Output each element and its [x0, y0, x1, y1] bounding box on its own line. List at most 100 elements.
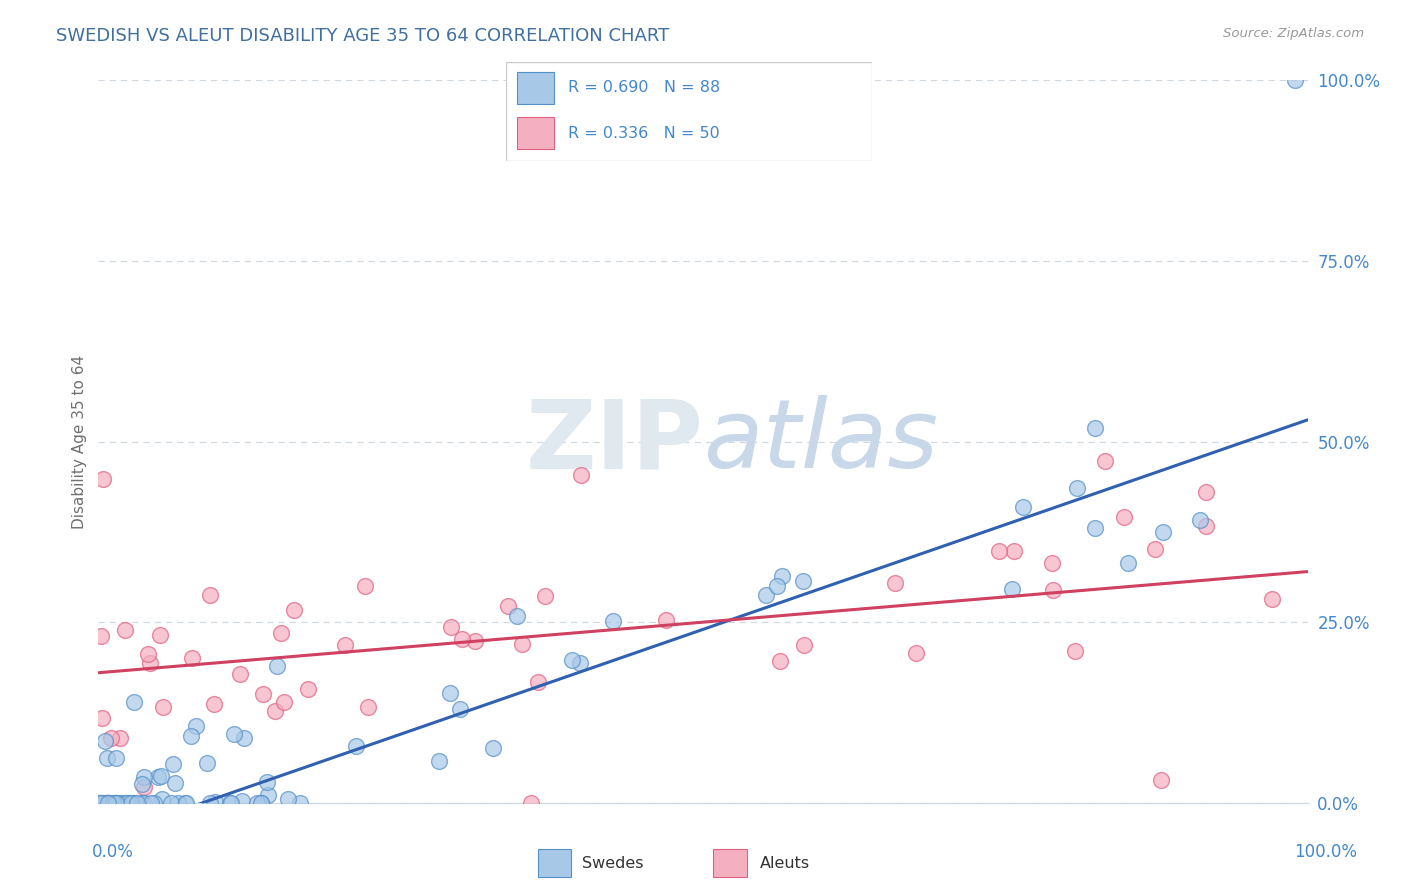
Text: atlas: atlas: [703, 395, 938, 488]
Point: [104, 796, 127, 810]
Point: [93, 734, 115, 748]
Y-axis label: Disability Age 35 to 64: Disability Age 35 to 64: [72, 354, 87, 529]
Point: [105, 796, 128, 810]
Point: [792, 574, 814, 589]
Point: [769, 654, 792, 668]
Point: [229, 667, 252, 681]
Point: [139, 656, 162, 670]
Point: [180, 650, 202, 665]
Point: [167, 796, 190, 810]
Point: [131, 796, 153, 810]
Point: [98, 796, 121, 810]
Point: [90, 629, 112, 643]
Text: Source: ZipAtlas.com: Source: ZipAtlas.com: [1223, 27, 1364, 40]
Point: [427, 754, 450, 768]
Point: [263, 704, 285, 718]
Point: [793, 638, 815, 652]
Point: [231, 794, 253, 808]
Point: [143, 796, 166, 810]
Point: [117, 796, 139, 810]
Point: [184, 719, 207, 733]
Point: [1143, 542, 1166, 557]
Point: [94, 796, 117, 810]
Point: [277, 791, 299, 805]
Point: [249, 796, 271, 810]
Point: [91, 472, 114, 486]
Point: [134, 770, 156, 784]
Point: [114, 796, 136, 810]
Point: [233, 731, 256, 745]
Point: [97, 796, 120, 810]
Point: [204, 796, 226, 810]
Point: [333, 638, 356, 652]
Text: 100.0%: 100.0%: [1294, 843, 1357, 861]
Point: [202, 697, 225, 711]
FancyBboxPatch shape: [506, 62, 872, 161]
Point: [132, 796, 155, 810]
Point: [90, 796, 112, 810]
Point: [1112, 510, 1135, 524]
Point: [252, 687, 274, 701]
Point: [1195, 485, 1218, 500]
Point: [100, 731, 122, 746]
Point: [159, 796, 181, 810]
Point: [273, 695, 295, 709]
Point: [195, 756, 218, 771]
Point: [96, 751, 118, 765]
Point: [122, 796, 145, 810]
Point: [125, 796, 148, 810]
FancyBboxPatch shape: [517, 118, 554, 149]
Point: [904, 646, 927, 660]
Point: [132, 796, 155, 810]
Point: [165, 775, 187, 789]
Point: [97, 796, 120, 810]
Point: [250, 796, 273, 810]
Point: [1000, 582, 1022, 597]
Point: [987, 543, 1010, 558]
Point: [90, 796, 112, 810]
Point: [162, 757, 184, 772]
Point: [96, 796, 118, 810]
Text: SWEDISH VS ALEUT DISABILITY AGE 35 TO 64 CORRELATION CHART: SWEDISH VS ALEUT DISABILITY AGE 35 TO 64…: [56, 27, 669, 45]
Point: [149, 628, 172, 642]
Point: [93, 796, 115, 810]
Point: [136, 648, 159, 662]
Point: [1116, 557, 1139, 571]
Point: [222, 727, 245, 741]
Point: [114, 623, 136, 637]
Point: [440, 620, 463, 634]
FancyBboxPatch shape: [517, 72, 554, 103]
Point: [561, 653, 583, 667]
Point: [526, 675, 548, 690]
Text: 0.0%: 0.0%: [91, 843, 134, 861]
Point: [110, 796, 132, 810]
Point: [219, 796, 242, 810]
Point: [1040, 556, 1063, 570]
FancyBboxPatch shape: [537, 849, 571, 877]
Point: [283, 603, 305, 617]
Point: [104, 751, 127, 765]
Point: [482, 741, 505, 756]
Point: [755, 588, 778, 602]
Point: [496, 599, 519, 614]
Point: [1150, 773, 1173, 788]
Point: [139, 796, 162, 810]
Point: [173, 796, 195, 810]
Point: [124, 796, 146, 810]
Point: [353, 579, 375, 593]
Point: [104, 796, 127, 810]
Point: [98, 796, 121, 810]
Point: [256, 775, 278, 789]
Point: [1195, 519, 1218, 533]
Point: [884, 576, 907, 591]
Point: [96, 796, 118, 810]
Point: [1084, 521, 1107, 535]
Point: [198, 796, 221, 810]
FancyBboxPatch shape: [713, 849, 747, 877]
Point: [602, 614, 624, 628]
Point: [108, 731, 131, 746]
Point: [152, 700, 174, 714]
Text: Aleuts: Aleuts: [761, 855, 810, 871]
Point: [115, 796, 138, 810]
Point: [257, 789, 280, 803]
